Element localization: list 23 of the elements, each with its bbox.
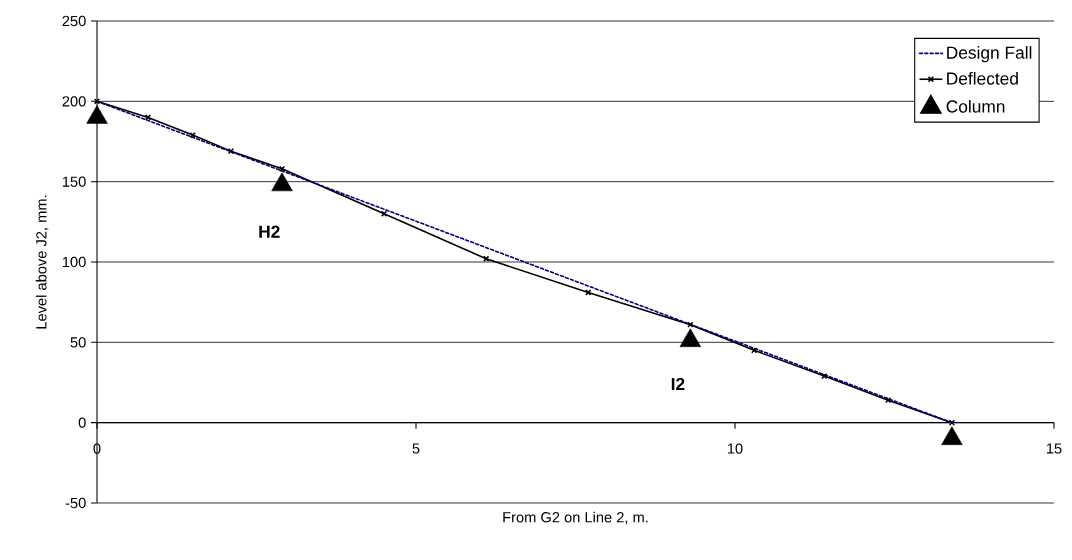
y-tick-label: 50	[70, 337, 86, 348]
x-tick-label: 0	[93, 443, 101, 454]
y-tick-label: -50	[65, 497, 86, 509]
annotation: I2	[671, 377, 685, 390]
legend-label: Column	[946, 99, 1005, 113]
y-tick-label: 250	[62, 15, 86, 27]
y-axis-title: Level above J2, mm.	[35, 195, 49, 329]
y-tick-label: 200	[62, 96, 86, 107]
legend-label: Design Fall	[947, 46, 1032, 63]
y-tick-label: 100	[62, 256, 86, 268]
point	[380, 210, 388, 217]
x-axis-title: From G2 on Line 2, m.	[503, 511, 648, 525]
point	[884, 397, 892, 404]
legend-label: Deflected	[947, 71, 1018, 85]
point	[687, 321, 694, 328]
point	[227, 147, 235, 155]
x-tick-label: 5	[412, 443, 420, 454]
y-tick-label: 150	[62, 176, 86, 187]
x-tick-label: 15	[1046, 443, 1062, 454]
annotation: H2	[259, 225, 280, 238]
x-tick-label: 10	[727, 443, 743, 454]
y-tick-label: 0	[78, 417, 86, 428]
point	[483, 255, 490, 262]
